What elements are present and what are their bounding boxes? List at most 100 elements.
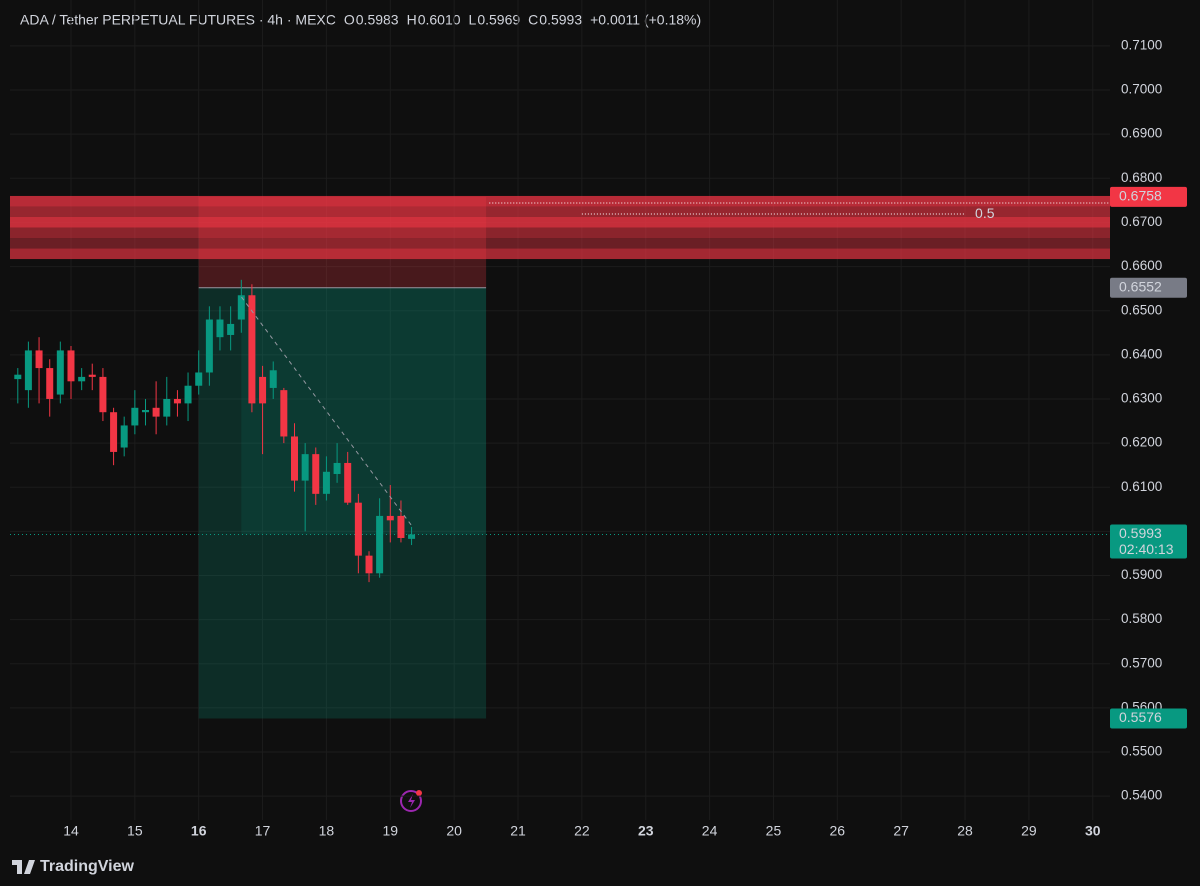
ohlc-value: 0.5983	[356, 12, 399, 28]
alert-icon	[400, 790, 422, 812]
price-tag-label: 0.5993	[1119, 525, 1162, 541]
candle-body	[110, 412, 118, 452]
y-tick-label: 0.6100	[1121, 479, 1162, 494]
ohlc-key: L	[469, 12, 477, 28]
candle-body	[131, 407, 139, 426]
candle-body	[344, 462, 352, 503]
y-tick-label: 0.5900	[1121, 567, 1162, 582]
candle-body	[312, 454, 320, 494]
candle-body	[216, 319, 224, 338]
candle-body	[99, 376, 107, 413]
y-tick-label: 0.6900	[1121, 126, 1162, 141]
zone-band	[10, 227, 1110, 239]
candle-body	[184, 385, 192, 404]
countdown: 02:40:13	[1119, 541, 1174, 557]
price-tag	[1110, 524, 1187, 559]
brand: TradingView	[40, 858, 135, 875]
candle-body	[227, 323, 235, 335]
x-tick-label: 18	[319, 823, 335, 839]
y-tick-label: 0.7000	[1121, 82, 1162, 97]
candle-body	[386, 515, 394, 521]
candle-body	[173, 398, 181, 404]
candle-body	[408, 534, 416, 539]
icon-dot	[416, 790, 422, 796]
ohlc-value: 0.6010	[418, 12, 461, 28]
candle-body	[195, 372, 203, 386]
y-tick-label: 0.5800	[1121, 611, 1162, 626]
candle-body	[259, 376, 267, 404]
x-tick-label: 19	[383, 823, 399, 839]
candle-body	[152, 407, 160, 417]
candle-body	[322, 471, 330, 494]
x-tick-label: 23	[638, 823, 654, 839]
y-tick-label: 0.6700	[1121, 214, 1162, 229]
y-tick-label: 0.6500	[1121, 302, 1162, 317]
active-area	[241, 287, 487, 535]
zone-band	[10, 206, 1110, 217]
x-tick-label: 15	[127, 823, 143, 839]
x-tick-label: 22	[574, 823, 590, 839]
y-tick-label: 0.6400	[1121, 346, 1162, 361]
x-tick-label: 29	[1021, 823, 1037, 839]
candle-body	[67, 350, 75, 382]
candle-body	[290, 436, 298, 481]
candle-body	[237, 295, 245, 320]
x-tick-label: 17	[255, 823, 271, 839]
ohlc-key: C	[528, 12, 538, 28]
candle-body	[35, 350, 43, 369]
y-tick-label: 0.6300	[1121, 391, 1162, 406]
candle-body	[333, 462, 341, 474]
y-tick-label: 0.6600	[1121, 258, 1162, 273]
candle-body	[120, 425, 128, 448]
candle-body	[397, 515, 405, 538]
zone-band	[10, 195, 1110, 207]
stop-area	[198, 196, 487, 288]
symbol: ADA / Tether PERPETUAL FUTURES · 4h · ME…	[20, 12, 336, 28]
y-tick-label: 0.5400	[1121, 788, 1162, 803]
logo-icon	[12, 860, 35, 874]
candle-body	[14, 374, 22, 380]
candle-body	[365, 555, 373, 574]
x-tick-label: 26	[830, 823, 846, 839]
candle-body	[248, 295, 256, 404]
candle-body	[78, 376, 86, 382]
target-area	[198, 287, 487, 719]
candle-body	[301, 454, 309, 481]
candle-body	[46, 368, 54, 399]
x-tick-label: 14	[63, 823, 79, 839]
price-tag-label: 0.6552	[1119, 278, 1162, 294]
candle-body	[24, 350, 32, 391]
ohlc-key: O	[344, 12, 355, 28]
candle-body	[142, 410, 150, 413]
x-tick-label: 21	[510, 823, 526, 839]
candle-body	[280, 390, 288, 437]
x-tick-label: 16	[191, 823, 207, 839]
header: ADA / Tether PERPETUAL FUTURES · 4h · ME…	[20, 12, 701, 28]
y-tick-label: 0.7100	[1121, 37, 1162, 52]
y-tick-label: 0.5500	[1121, 744, 1162, 759]
price-tag-label: 0.6758	[1119, 188, 1162, 204]
icon-bolt	[408, 794, 415, 808]
candle-body	[354, 502, 362, 556]
price-tag	[1110, 186, 1187, 207]
x-tick-label: 20	[446, 823, 462, 839]
ohlc-key: H	[407, 12, 417, 28]
level-label: 0.5	[975, 205, 995, 221]
zone-band	[10, 248, 1110, 260]
icon-ring	[400, 790, 422, 812]
price-tag-label: 0.5576	[1119, 709, 1162, 725]
x-tick-label: 28	[957, 823, 973, 839]
candle-body	[205, 319, 213, 373]
y-tick-label: 0.6200	[1121, 435, 1162, 450]
candle-body	[88, 374, 96, 377]
x-tick-label: 27	[893, 823, 909, 839]
x-tick-label: 30	[1085, 823, 1101, 839]
zone-band	[10, 238, 1110, 249]
candle-body	[269, 370, 277, 388]
ohlc-value: 0.5969	[477, 12, 520, 28]
y-tick-label: 0.6800	[1121, 170, 1162, 185]
price-tag	[1110, 708, 1187, 729]
candle-body	[56, 350, 64, 395]
